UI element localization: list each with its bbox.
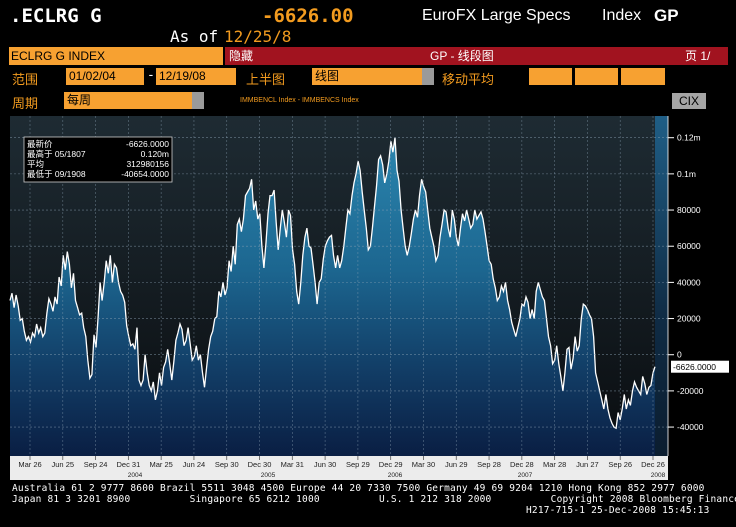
last-value-tag-label: -6626.0000 <box>673 362 716 372</box>
moving-avg-field-3[interactable] <box>621 68 665 85</box>
stats-value: -40654.0000 <box>121 169 169 179</box>
year-label: 2005 <box>261 472 276 479</box>
x-tick-label: Jun 29 <box>445 460 468 469</box>
x-tick-label: Sep 24 <box>84 460 108 469</box>
y-tick-label: -40000 <box>677 422 704 432</box>
x-tick-label: Sep 29 <box>346 460 370 469</box>
moving-avg-field-1[interactable] <box>529 68 572 85</box>
y-tick-label: 0.1m <box>677 169 696 179</box>
footer-line-1: Australia 61 2 9777 8600 Brazil 5511 304… <box>12 483 705 494</box>
stats-value: -6626.0000 <box>126 139 169 149</box>
title-bar: 隐藏 GP - 线段图 页 1/ <box>225 47 728 65</box>
footer-line-2: Japan 81 3 3201 8900 Singapore 65 6212 1… <box>12 494 736 505</box>
series-line <box>9 137 656 430</box>
moving-avg-field-2[interactable] <box>575 68 618 85</box>
ticker: .ECLRG G <box>10 5 102 27</box>
index-label: Index <box>602 7 642 24</box>
x-tick-label: Mar 31 <box>281 460 304 469</box>
description: EuroFX Large Specs <box>422 7 571 24</box>
stats-box <box>23 136 173 183</box>
as-of-date: 12/25/8 <box>224 27 292 46</box>
x-tick-label: Dec 26 <box>641 460 665 469</box>
as-of-label: As of <box>170 27 219 46</box>
last-value: -6626.00 <box>262 5 354 27</box>
stats-value: 312980156 <box>126 159 169 169</box>
stats-label: 最高于 05/1807 <box>27 149 86 159</box>
year-label: 2007 <box>518 472 533 479</box>
moving-avg-label: 移动平均 <box>442 72 495 87</box>
x-tick-label: Jun 27 <box>576 460 599 469</box>
y-tick-label: 40000 <box>677 277 701 287</box>
hide-button[interactable]: 隐藏 <box>229 49 254 63</box>
year-label: 2004 <box>128 472 143 479</box>
x-tick-label: Jun 30 <box>314 460 337 469</box>
end-date-field[interactable]: 12/19/08 <box>156 68 236 85</box>
year-label: 2008 <box>651 472 666 479</box>
range-dash: - <box>147 68 155 83</box>
y-tick-label: 0.12m <box>677 133 701 143</box>
x-tick-label: Jun 24 <box>183 460 206 469</box>
start-date-field[interactable]: 01/02/04 <box>66 68 144 85</box>
x-tick-label: Dec 31 <box>116 460 140 469</box>
footer-line-3: H217-715-1 25-Dec-2008 15:45:13 <box>526 505 710 516</box>
upper-chart-label: 上半图 <box>246 72 286 87</box>
y-tick-label: 60000 <box>677 241 701 251</box>
x-tick-label: Mar 25 <box>149 460 172 469</box>
security-field[interactable]: ECLRG G INDEX <box>9 47 223 65</box>
range-label: 范围 <box>12 72 39 87</box>
x-tick-label: Mar 30 <box>412 460 435 469</box>
y-tick-label: 0 <box>677 350 682 360</box>
year-label: 2006 <box>388 472 403 479</box>
page-indicator: 页 1/ <box>685 49 711 63</box>
stats-label: 最低于 09/1908 <box>27 169 86 179</box>
cix-button[interactable]: CIX <box>672 93 706 109</box>
x-tick-label: Jun 25 <box>52 460 75 469</box>
x-axis-band <box>10 456 668 480</box>
y-tick-label: -20000 <box>677 386 704 396</box>
period-dropdown[interactable] <box>192 92 204 109</box>
x-tick-label: Dec 29 <box>379 460 403 469</box>
y-tick-label: 20000 <box>677 314 701 324</box>
stats-value: 0.120m <box>141 149 169 159</box>
stats-label: 最新价 <box>27 139 53 149</box>
x-tick-label: Dec 28 <box>510 460 534 469</box>
security-text: ECLRG G INDEX <box>11 49 106 63</box>
x-tick-label: Sep 30 <box>215 460 239 469</box>
x-tick-label: Sep 26 <box>608 460 632 469</box>
gp-label: GP <box>654 6 679 25</box>
stats-label: 平均 <box>27 159 44 169</box>
x-tick-label: Mar 26 <box>18 460 41 469</box>
upper-chart-dropdown[interactable] <box>422 68 434 85</box>
period-label: 周期 <box>12 96 39 111</box>
x-tick-label: Mar 28 <box>543 460 566 469</box>
last-value-tag <box>671 360 729 373</box>
function-title: GP - 线段图 <box>430 49 494 63</box>
period-select[interactable]: 每周 <box>64 92 192 109</box>
chart-subtitle: IMMBENCL Index - IMMBENCS Index <box>240 97 359 104</box>
x-tick-label: Sep 28 <box>477 460 501 469</box>
y-tick-label: 80000 <box>677 205 701 215</box>
upper-chart-select[interactable]: 线图 <box>312 68 422 85</box>
x-tick-label: Dec 30 <box>248 460 272 469</box>
area-above-line <box>10 116 655 429</box>
